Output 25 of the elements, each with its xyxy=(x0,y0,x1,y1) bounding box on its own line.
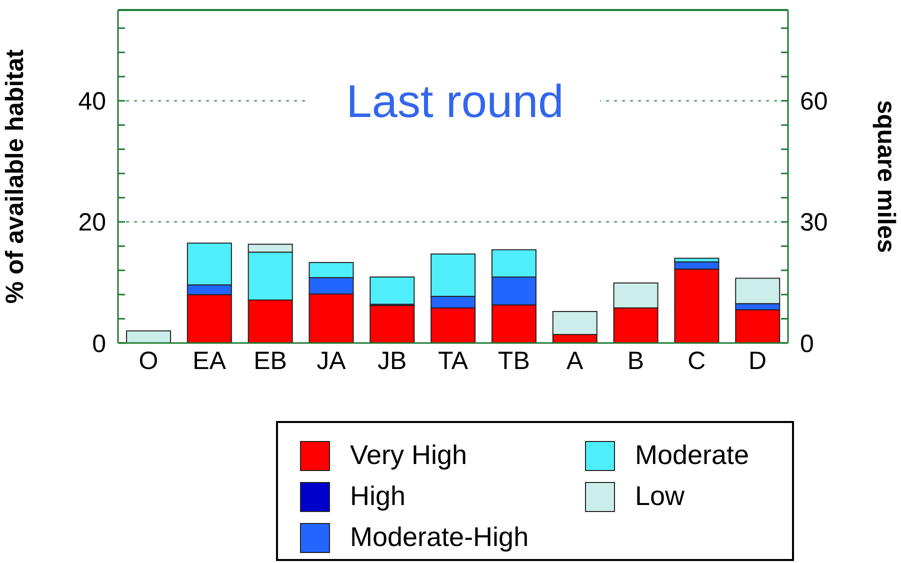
x-tick-label: C xyxy=(688,346,706,375)
text: Last round xyxy=(310,70,600,131)
legend-label: Moderate xyxy=(635,440,750,471)
x-tick-label: A xyxy=(566,346,584,375)
x-tick-label: JA xyxy=(316,346,346,375)
x-tick-label: TB xyxy=(498,346,530,375)
x-tick-label: TA xyxy=(438,346,468,375)
y2-tick-label: 30 xyxy=(800,208,828,237)
y2-tick-label: 60 xyxy=(800,88,828,116)
y-tick-label: 40 xyxy=(78,88,106,116)
x-tick-label: JB xyxy=(377,346,407,375)
legend-label: Moderate-High xyxy=(350,522,529,553)
legend-label: High xyxy=(350,481,406,512)
legend-label: Low xyxy=(635,481,685,512)
x-tick-label: O xyxy=(138,346,158,375)
y-tick-label: 0 xyxy=(92,330,106,358)
y-axis-title: % of available habitat xyxy=(0,48,29,304)
x-tick-label: EB xyxy=(254,346,287,375)
y-tick-label: 20 xyxy=(78,208,106,237)
x-tick-label: D xyxy=(748,346,767,375)
y2-axis-title: square miles xyxy=(872,100,900,253)
x-tick-label: EA xyxy=(192,346,226,375)
legend-label: Very High xyxy=(350,440,468,471)
y2-tick-label: 0 xyxy=(800,330,814,358)
x-tick-label: B xyxy=(627,346,644,375)
